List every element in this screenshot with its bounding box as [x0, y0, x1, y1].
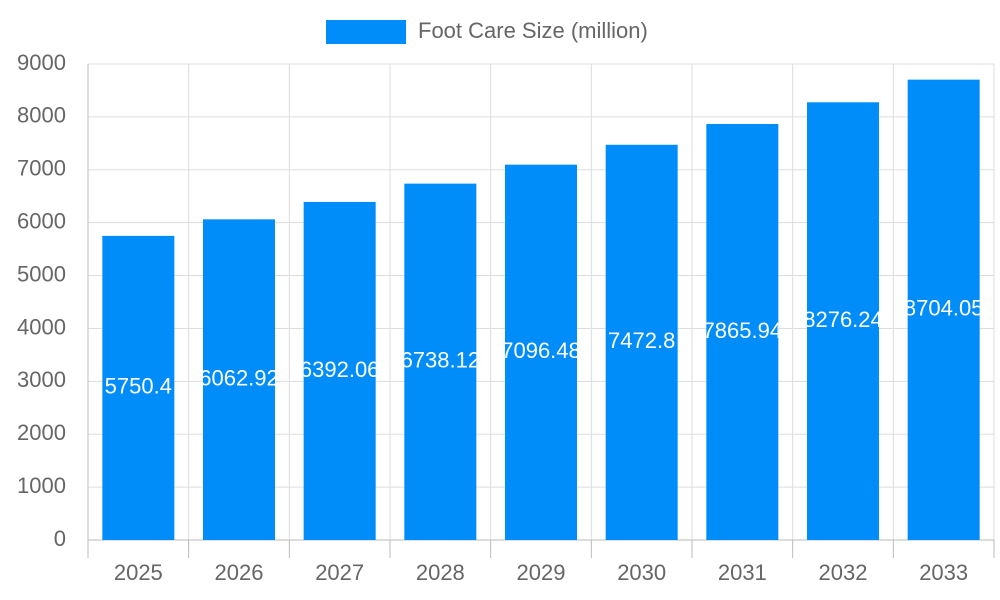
x-tick-label: 2028	[416, 560, 465, 585]
data-label: 8276.24	[803, 307, 883, 332]
x-tick-label: 2027	[315, 560, 364, 585]
y-tick-label: 7000	[17, 156, 66, 181]
data-label: 8704.05	[904, 296, 984, 321]
bar	[404, 183, 477, 540]
x-tick-label: 2032	[819, 560, 868, 585]
data-label: 6738.12	[401, 348, 481, 373]
legend-label: Foot Care Size (million)	[418, 18, 648, 43]
x-tick-label: 2033	[919, 560, 968, 585]
y-tick-label: 6000	[17, 208, 66, 233]
data-label: 5750.4	[105, 374, 172, 399]
x-tick-label: 2026	[215, 560, 264, 585]
legend-swatch	[326, 20, 406, 44]
x-tick-label: 2031	[718, 560, 767, 585]
data-label: 6392.06	[300, 357, 380, 382]
bar	[907, 79, 980, 540]
x-tick-label: 2029	[517, 560, 566, 585]
bar	[102, 235, 175, 540]
x-tick-label: 2025	[114, 560, 163, 585]
data-label: 7096.48	[501, 338, 581, 363]
y-tick-label: 3000	[17, 367, 66, 392]
bar	[203, 219, 275, 540]
bar	[706, 123, 779, 540]
y-tick-label: 2000	[17, 420, 66, 445]
bar	[505, 164, 577, 541]
x-tick-label: 2030	[617, 560, 666, 585]
data-label: 7472.8	[608, 328, 675, 353]
y-tick-label: 5000	[17, 261, 66, 286]
y-tick-label: 1000	[17, 473, 66, 498]
y-tick-label: 0	[54, 526, 66, 551]
bar	[807, 102, 879, 540]
y-tick-label: 8000	[17, 103, 66, 128]
data-label: 6062.92	[199, 365, 279, 390]
data-label: 7865.94	[703, 318, 783, 343]
bar	[605, 144, 678, 540]
bar	[303, 201, 376, 541]
y-tick-label: 9000	[17, 50, 66, 75]
y-tick-label: 4000	[17, 314, 66, 339]
